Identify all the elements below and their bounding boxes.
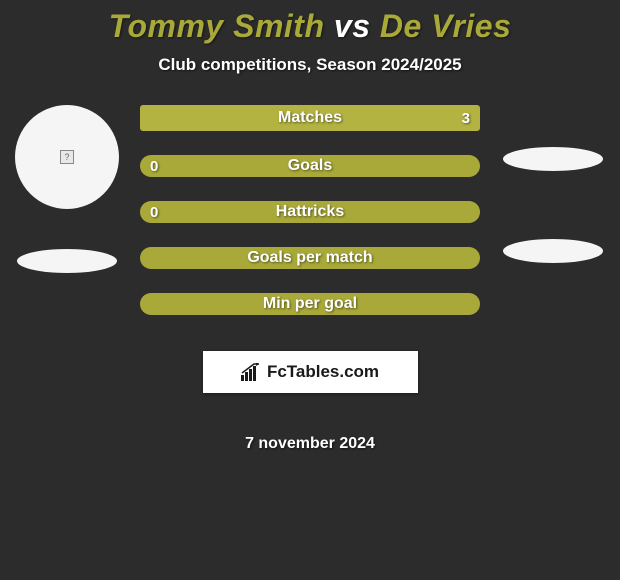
stat-label: Goals — [288, 157, 332, 175]
stat-left-value: 0 — [150, 158, 158, 175]
stat-label: Matches — [278, 109, 342, 127]
chart-icon — [241, 363, 263, 381]
player1-shadow — [17, 249, 117, 273]
brand-box: FcTables.com — [203, 351, 418, 393]
stats-column: Matches 3 0 Goals 0 Hattricks Goals per … — [130, 105, 490, 453]
stat-bar-goals: 0 Goals — [140, 155, 480, 177]
stat-bar-min-per-goal: Min per goal — [140, 293, 480, 315]
stat-label: Min per goal — [263, 295, 357, 313]
vs-text: vs — [334, 8, 371, 44]
stat-bar-hattricks: 0 Hattricks — [140, 201, 480, 223]
broken-image-icon: ? — [60, 150, 74, 164]
stat-bar-goals-per-match: Goals per match — [140, 247, 480, 269]
stat-bar-matches: Matches 3 — [140, 105, 480, 131]
player2-ellipse-2 — [503, 239, 603, 263]
left-side: ? — [0, 105, 130, 273]
main-layout: ? Matches 3 0 Goals 0 Hattricks Go — [0, 105, 620, 453]
stat-left-value: 0 — [150, 204, 158, 221]
right-side — [490, 105, 620, 263]
player2-name: De Vries — [380, 8, 512, 44]
stat-label: Hattricks — [276, 203, 344, 221]
player2-ellipse-1 — [503, 147, 603, 171]
page-title: Tommy Smith vs De Vries — [0, 8, 620, 45]
subtitle: Club competitions, Season 2024/2025 — [0, 55, 620, 75]
brand-label: FcTables.com — [267, 362, 379, 382]
player1-avatar: ? — [15, 105, 119, 209]
comparison-infographic: Tommy Smith vs De Vries Club competition… — [0, 0, 620, 453]
stat-right-value: 3 — [462, 110, 470, 127]
player1-name: Tommy Smith — [109, 8, 325, 44]
stat-label: Goals per match — [247, 249, 372, 267]
date-label: 7 november 2024 — [135, 435, 485, 453]
